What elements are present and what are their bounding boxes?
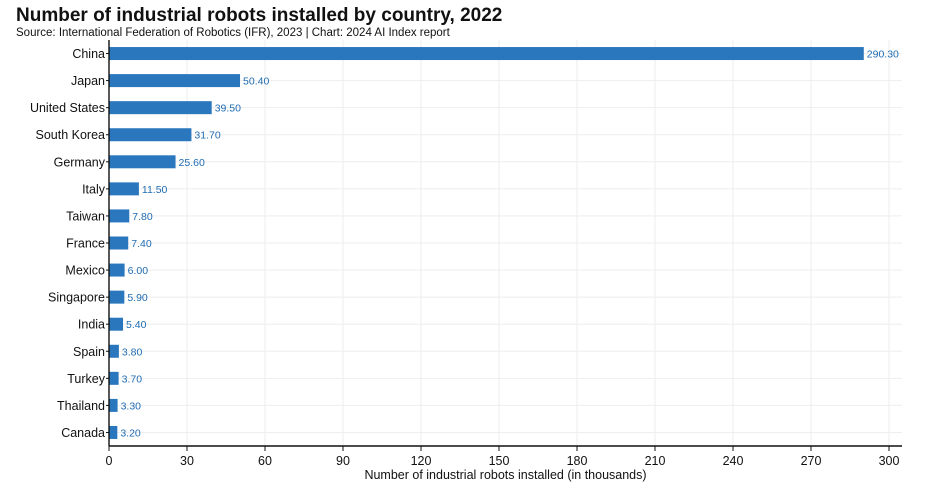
data-label: 11.50 xyxy=(142,184,168,196)
chart-subtitle: Source: International Federation of Robo… xyxy=(16,27,450,39)
data-label: 5.90 xyxy=(127,292,148,304)
bar-italy xyxy=(109,182,139,196)
bar-spain xyxy=(109,344,119,358)
data-label: 50.40 xyxy=(243,76,269,88)
x-tick-label: 270 xyxy=(801,454,822,468)
x-axis-title: Number of industrial robots installed (i… xyxy=(364,468,646,482)
x-tick-label: 90 xyxy=(336,454,350,468)
x-tick-label: 210 xyxy=(645,454,666,468)
data-label: 6.00 xyxy=(128,265,149,277)
data-label: 7.80 xyxy=(132,211,153,223)
data-label: 39.50 xyxy=(215,103,241,115)
bar-canada xyxy=(109,425,118,439)
data-label: 5.40 xyxy=(126,319,147,331)
category-label: Italy xyxy=(82,182,106,196)
bar-united-states xyxy=(109,101,212,115)
x-tick-label: 30 xyxy=(180,454,194,468)
category-label: Japan xyxy=(71,74,105,88)
axes: 0 30 60 90 120 150 180 210 240 270 300 China Japan Un… xyxy=(30,40,902,468)
category-label: Spain xyxy=(73,345,105,359)
category-label: Mexico xyxy=(65,264,105,278)
bar-south-korea xyxy=(109,128,192,142)
category-label: Turkey xyxy=(67,372,105,386)
category-label: Germany xyxy=(54,155,106,169)
x-tick-label: 300 xyxy=(879,454,900,468)
bar-japan xyxy=(109,74,241,88)
data-label: 3.30 xyxy=(121,400,142,412)
bar-france xyxy=(109,236,129,250)
x-tick-label: 60 xyxy=(258,454,272,468)
category-label: China xyxy=(72,47,105,61)
data-label: 31.70 xyxy=(194,130,220,142)
bar-china xyxy=(109,47,864,61)
category-label: United States xyxy=(30,101,105,115)
category-label: Canada xyxy=(61,426,105,440)
bars: 290.30 50.40 39.50 31.70 25.60 11.50 7.80 7.40 6… xyxy=(109,47,899,439)
gridlines xyxy=(108,40,902,446)
category-label: Thailand xyxy=(57,399,105,413)
data-label: 25.60 xyxy=(179,157,205,169)
bar-singapore xyxy=(109,290,125,304)
bar-germany xyxy=(109,155,176,169)
category-label: Taiwan xyxy=(66,209,105,223)
bar-turkey xyxy=(109,371,119,385)
bar-india xyxy=(109,317,124,331)
category-label: India xyxy=(78,318,105,332)
category-label: Singapore xyxy=(48,291,105,305)
category-label: France xyxy=(66,237,105,251)
x-tick-label: 120 xyxy=(411,454,432,468)
x-tick-label: 180 xyxy=(567,454,588,468)
bar-mexico xyxy=(109,263,125,277)
data-label: 7.40 xyxy=(131,238,152,250)
category-label: South Korea xyxy=(36,128,106,142)
bar-thailand xyxy=(109,398,118,412)
data-label: 290.30 xyxy=(867,49,899,61)
x-tick-label: 0 xyxy=(106,454,113,468)
x-tick-label: 150 xyxy=(489,454,510,468)
data-label: 3.20 xyxy=(120,427,141,439)
chart-title: Number of industrial robots installed by… xyxy=(16,5,503,26)
data-label: 3.70 xyxy=(122,373,143,385)
bar-taiwan xyxy=(109,209,130,223)
x-tick-label: 240 xyxy=(723,454,744,468)
data-label: 3.80 xyxy=(122,346,143,358)
